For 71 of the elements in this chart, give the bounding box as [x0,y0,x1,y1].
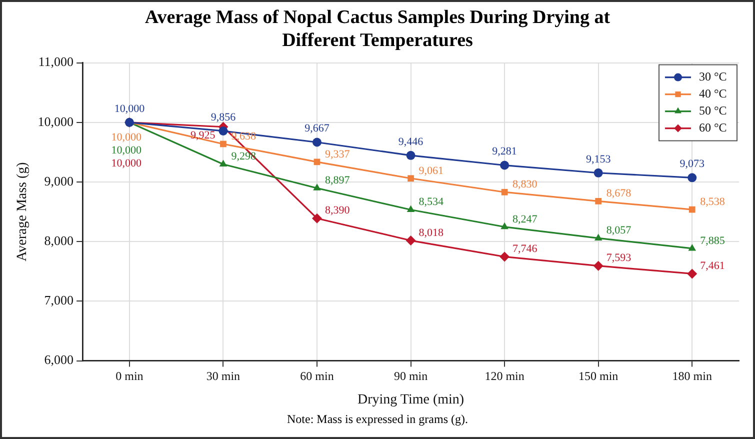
data-label: 10,000 [111,157,142,170]
point [688,206,696,213]
data-label: 9,337 [324,148,350,160]
y-tick-label: 7,000 [44,292,74,308]
data-label: 8,057 [606,224,632,237]
point [594,168,603,178]
point [218,126,228,136]
point [312,138,322,147]
legend-label: 40 °C [699,86,727,100]
x-tick-label: 150 min [578,369,618,384]
data-label: 8,830 [512,178,538,191]
data-label: 7,593 [606,252,632,264]
data-label: 9,925 [190,129,216,142]
point [501,188,508,196]
data-label: 8,018 [418,226,444,239]
point [314,158,320,166]
x-tick-label: 0 min [116,369,144,384]
point [406,205,415,212]
chart-title: Average Mass of Nopal Cactus Samples During Drying at Different Temperatures [144,6,612,52]
x-tick-label: 90 min [394,369,428,384]
y-tick-label: 9,000 [44,173,74,188]
data-label: 8,390 [324,204,350,217]
legend-label: 30 °C [699,69,727,84]
data-label: 9,061 [418,164,444,177]
x-axis-title: Drying Time (min) [357,392,464,408]
text: Note: Mass is expressed in grams (g). [286,412,469,427]
y-axis-title: Average Mass (g) [15,162,30,262]
point [688,244,696,251]
data-label: 9,153 [586,153,612,166]
x-tick-label: 120 min [484,369,524,384]
y-tick-label: 6,000 [44,352,74,368]
data-label: 10,000 [111,144,142,156]
legend-label: 50 °C [699,103,727,118]
point [594,234,602,240]
data-label: 7,885 [700,234,726,247]
point [406,236,416,246]
data-label: 7,746 [512,243,538,256]
data-label: 8,897 [324,174,350,187]
point [500,252,510,262]
x-tick-label: 60 min [300,369,334,384]
data-label: 8,538 [700,196,726,208]
x-tick-label: 30 min [206,369,240,384]
data-label: 8,678 [606,188,632,200]
point [219,160,228,166]
data-label: 9,856 [210,111,236,124]
point [406,150,416,160]
x-tick-label: 180 min [672,369,712,384]
y-tick-label: 10,000 [38,114,74,129]
point [313,184,321,190]
y-tick-label: 8,000 [44,233,74,248]
data-label: 7,461 [700,260,725,272]
data-label: 10,000 [111,131,142,144]
point [312,213,322,224]
point [593,260,604,271]
data-label: 9,281 [492,146,517,158]
data-label: 9,298 [231,150,256,163]
data-label: 8,247 [512,213,538,226]
data-label: 9,073 [680,158,705,170]
point [595,198,602,204]
point [500,222,508,230]
point [687,268,698,279]
point [220,140,226,148]
data-label: 9,667 [304,122,330,135]
point [688,173,697,182]
data-label: 10,000 [114,102,146,115]
data-label: 8,534 [418,196,444,208]
point [408,175,414,182]
data-label: 9,446 [398,136,424,148]
legend-label: 60 °C [699,120,727,134]
point [500,160,510,170]
y-tick-label: 11,000 [38,54,74,70]
